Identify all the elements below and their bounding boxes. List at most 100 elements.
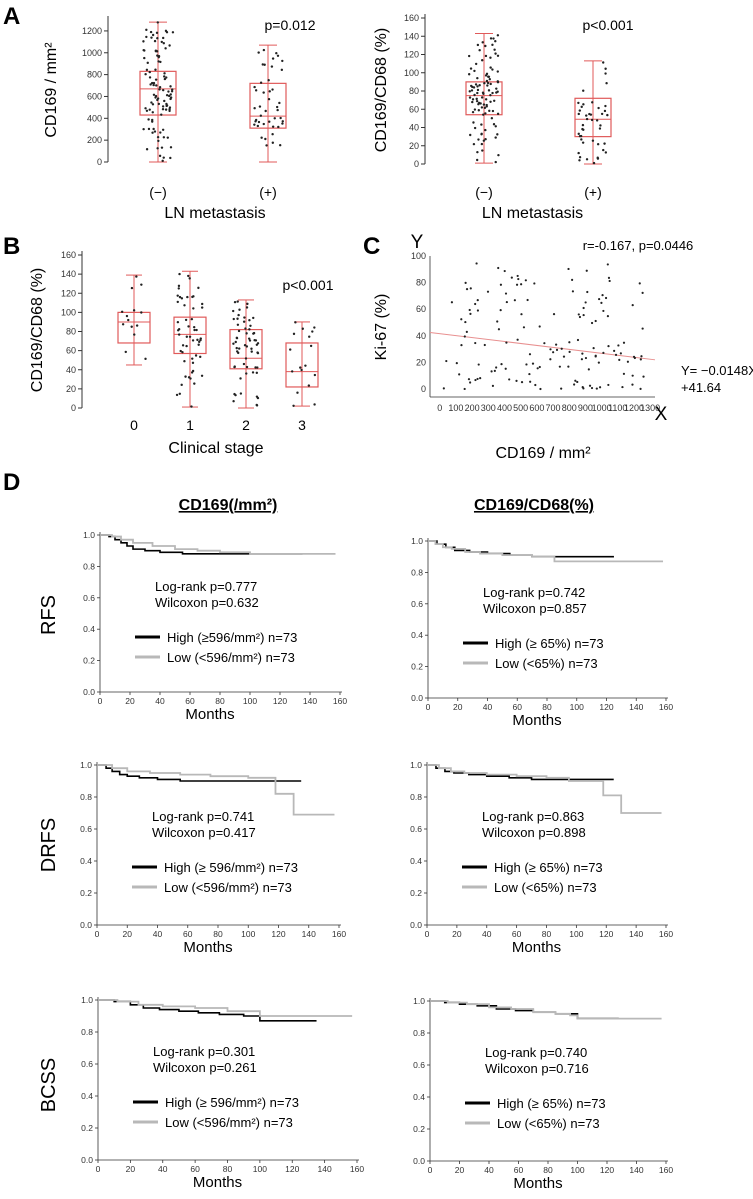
data-point	[483, 82, 486, 85]
data-point	[145, 148, 149, 151]
data-point	[168, 44, 171, 47]
y-tick-label: 100	[61, 307, 76, 317]
data-point	[145, 35, 148, 39]
data-point	[161, 159, 164, 163]
data-point	[150, 101, 153, 104]
data-point	[239, 377, 242, 380]
y-tick-label: 0.6	[81, 1059, 93, 1069]
x-tick-label: 0	[426, 702, 431, 712]
box-iqr	[117, 311, 151, 344]
data-point	[252, 332, 255, 335]
data-point	[476, 299, 479, 302]
data-point	[261, 63, 264, 66]
data-point	[121, 323, 125, 326]
A2-y-axis-title: CD169/CD68 (%)	[373, 28, 390, 152]
x-tick-label: 0	[425, 929, 430, 939]
data-point	[148, 108, 151, 111]
c-regression-line	[429, 331, 656, 361]
data-point	[473, 126, 477, 130]
data-point	[156, 98, 159, 102]
data-point	[281, 59, 284, 63]
data-point	[493, 369, 496, 372]
x-tick-label: 80	[543, 1165, 553, 1175]
data-point	[192, 295, 195, 298]
y-tick-label: 1.0	[410, 760, 422, 770]
y-tick-label: 40	[416, 331, 426, 341]
x-tick-label: 140	[303, 696, 317, 706]
data-point	[250, 347, 253, 350]
y-tick-label: 60	[409, 104, 419, 114]
y-tick-label: 0.2	[411, 662, 423, 672]
data-point	[276, 54, 280, 57]
data-point	[470, 89, 474, 92]
data-point	[626, 360, 629, 363]
data-point	[639, 387, 642, 390]
x-tick-label: 20	[126, 1164, 136, 1174]
data-point	[481, 149, 484, 152]
data-point	[163, 75, 166, 78]
data-point	[267, 97, 271, 101]
data-point	[474, 378, 477, 382]
data-point	[238, 347, 241, 350]
data-point	[603, 142, 606, 145]
data-point	[185, 344, 188, 348]
km-curve-high	[98, 999, 317, 1022]
data-point	[184, 375, 187, 378]
data-point	[555, 348, 559, 352]
y-tick-label: 40	[66, 365, 76, 375]
data-point	[603, 109, 607, 113]
D-RFS-1-logrank: Log-rank p=0.777	[155, 579, 257, 594]
y-tick-label: 0.8	[411, 567, 423, 577]
data-point	[301, 327, 304, 330]
data-point	[171, 31, 175, 34]
data-point	[590, 386, 594, 390]
row-label: BCSS	[38, 1058, 60, 1112]
data-point	[153, 130, 157, 133]
data-point	[631, 304, 634, 307]
data-point	[244, 327, 247, 330]
data-point	[605, 81, 608, 85]
data-point	[465, 330, 468, 333]
data-point	[494, 39, 497, 43]
data-point	[484, 44, 487, 48]
data-point	[176, 300, 179, 304]
x-tick-label: 60	[513, 702, 523, 712]
x-tick-label: 60	[190, 1164, 200, 1174]
x-tick-label: 20	[452, 929, 462, 939]
data-point	[477, 103, 480, 106]
data-point	[308, 335, 311, 338]
data-point	[299, 366, 302, 369]
data-point	[169, 96, 173, 99]
x-tick-label: 500	[513, 403, 528, 413]
y-tick-label: 0.6	[413, 1060, 425, 1070]
data-point	[311, 330, 314, 333]
x-tick-label: 140	[629, 929, 643, 939]
data-point	[622, 372, 626, 375]
data-point	[144, 73, 147, 76]
data-point	[169, 156, 172, 160]
data-point	[600, 112, 604, 116]
c-y-letter: Y	[411, 232, 424, 253]
x-tick-label: 160	[659, 702, 673, 712]
data-point	[255, 371, 259, 375]
data-point	[582, 103, 585, 106]
y-tick-label: 0.6	[80, 824, 92, 834]
B-p-value: p<0.001	[283, 277, 334, 293]
data-point	[235, 336, 239, 340]
data-point	[489, 93, 492, 97]
data-point	[495, 91, 498, 94]
data-point	[168, 106, 172, 109]
D-RFS-2-wilcoxon: Wilcoxon p=0.857	[483, 601, 587, 616]
data-point	[475, 262, 478, 265]
data-point	[442, 387, 445, 390]
data-point	[576, 380, 579, 384]
data-point	[130, 286, 134, 290]
data-point	[606, 263, 609, 266]
data-point	[186, 295, 189, 299]
data-point	[468, 96, 472, 99]
y-tick-label: 100	[404, 68, 419, 78]
data-point	[253, 107, 256, 110]
data-point	[469, 287, 472, 290]
data-point	[491, 91, 494, 95]
legend-label-high: High (≥ 596/mm²) n=73	[165, 1095, 299, 1110]
